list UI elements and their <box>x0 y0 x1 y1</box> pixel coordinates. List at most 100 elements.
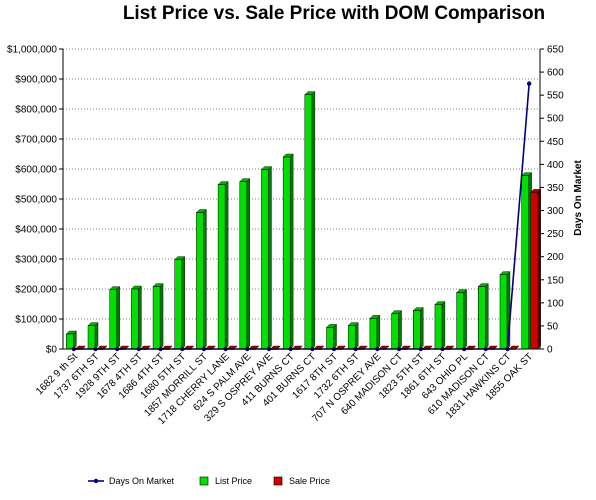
y-tick-label: $700,000 <box>15 135 57 146</box>
y-tick-label: $0 <box>46 345 58 356</box>
y-tick-label: $300,000 <box>15 255 57 266</box>
y2-tick-labels: 0 50 100 150 200 250 300 350 400 450 500 550 600 650 <box>547 45 564 356</box>
legend-label: List Price <box>215 476 252 486</box>
bar-face <box>456 292 464 350</box>
bar-list-price <box>130 285 142 350</box>
bar-face <box>391 313 399 350</box>
y-tick-labels: $0 $100,000 $200,000 $300,000 $400,000 $500,0… <box>7 45 57 356</box>
bar-face <box>499 274 508 350</box>
bar-face <box>347 325 356 350</box>
bar-face <box>87 325 96 350</box>
y-tick-label: $1,000,000 <box>7 45 57 56</box>
bar-face <box>521 175 529 350</box>
bar-face <box>196 212 204 350</box>
bar-list-price <box>456 289 468 350</box>
bar-list-price <box>65 330 77 350</box>
y2-tick-label: 550 <box>547 91 564 102</box>
bar-face <box>413 310 421 350</box>
bar-face <box>369 318 378 350</box>
bar-list-price <box>477 283 489 350</box>
y2-tick-label: 0 <box>547 345 553 356</box>
bar-side <box>268 166 272 350</box>
bar-list-price <box>369 314 381 350</box>
y2-tick-label: 400 <box>547 160 564 171</box>
bar-list-price <box>217 181 229 350</box>
bar-face <box>304 94 313 350</box>
bar-side <box>94 322 99 350</box>
legend-swatch <box>199 476 209 486</box>
bar-side <box>485 283 489 350</box>
bar-side <box>398 310 402 350</box>
bar-marks <box>65 91 542 350</box>
y2-tick-label: 100 <box>547 298 564 309</box>
bar-side <box>355 322 359 350</box>
bar-list-price <box>195 209 207 350</box>
legend-item: List Price <box>199 476 252 486</box>
bar-side <box>463 289 467 350</box>
y-tick-label: $400,000 <box>15 225 57 236</box>
bar-face <box>530 192 538 350</box>
y2-tick-label: 450 <box>547 137 564 148</box>
bar-sale-price <box>530 188 542 350</box>
y-tick-label: $200,000 <box>15 285 57 296</box>
bar-side <box>116 286 120 350</box>
bar-side <box>181 256 185 350</box>
grid-lines <box>63 48 540 320</box>
bar-side <box>246 178 250 350</box>
y2-tick-label: 600 <box>547 68 564 79</box>
bar-side <box>311 91 316 350</box>
bar-face <box>239 181 248 350</box>
bar-face <box>152 286 161 350</box>
bar-face <box>217 184 226 350</box>
bar-list-price <box>282 153 294 350</box>
bar-face <box>282 156 291 350</box>
bar-side <box>376 314 381 350</box>
bar-list-price <box>412 307 424 350</box>
bar-list-price <box>499 271 511 350</box>
bar-face <box>109 289 117 350</box>
bar-side <box>159 283 164 350</box>
bar-list-price <box>174 256 186 350</box>
bar-list-price <box>521 172 533 350</box>
bar-face <box>131 288 139 350</box>
y-tick-label: $800,000 <box>15 105 57 116</box>
bar-list-price <box>87 322 99 350</box>
bar-list-price <box>347 322 359 350</box>
bar-side <box>420 307 424 350</box>
bar-face <box>326 327 334 350</box>
bar-face <box>174 259 182 350</box>
bar-side <box>441 301 446 350</box>
bar-side <box>224 181 229 350</box>
bar-face <box>66 333 74 350</box>
bar-face <box>478 286 486 350</box>
legend-item: Sale Price <box>273 476 330 486</box>
y2-tick-label: 200 <box>547 252 564 263</box>
bar-face <box>261 169 269 350</box>
bar-list-price <box>326 323 338 350</box>
legend: Days On Market List Price Sale Price <box>88 476 330 486</box>
legend-marker <box>93 478 99 484</box>
bar-side <box>138 285 142 350</box>
y-tick-label: $500,000 <box>15 195 57 206</box>
bar-list-price <box>304 91 316 350</box>
bar-list-price <box>152 283 164 350</box>
bar-list-price <box>109 286 121 350</box>
bar-list-price <box>434 301 446 350</box>
bar-list-price <box>239 178 251 350</box>
bar-side <box>203 209 207 350</box>
bar-list-price <box>260 166 272 350</box>
y2-tick-label: 500 <box>547 114 564 125</box>
legend-swatch <box>273 476 283 486</box>
legend-item: Days On Market <box>88 476 175 486</box>
point-days-on-market <box>526 81 532 86</box>
y-tick-label: $100,000 <box>15 315 57 326</box>
legend-label: Days On Market <box>109 476 175 486</box>
y2-tick-label: 150 <box>547 275 564 286</box>
bar-side <box>289 153 294 350</box>
y2-tick-label: 350 <box>547 183 564 194</box>
bar-side <box>333 323 337 350</box>
legend-label: Sale Price <box>289 476 330 486</box>
y2-axis-title: Days On Market <box>573 160 584 236</box>
